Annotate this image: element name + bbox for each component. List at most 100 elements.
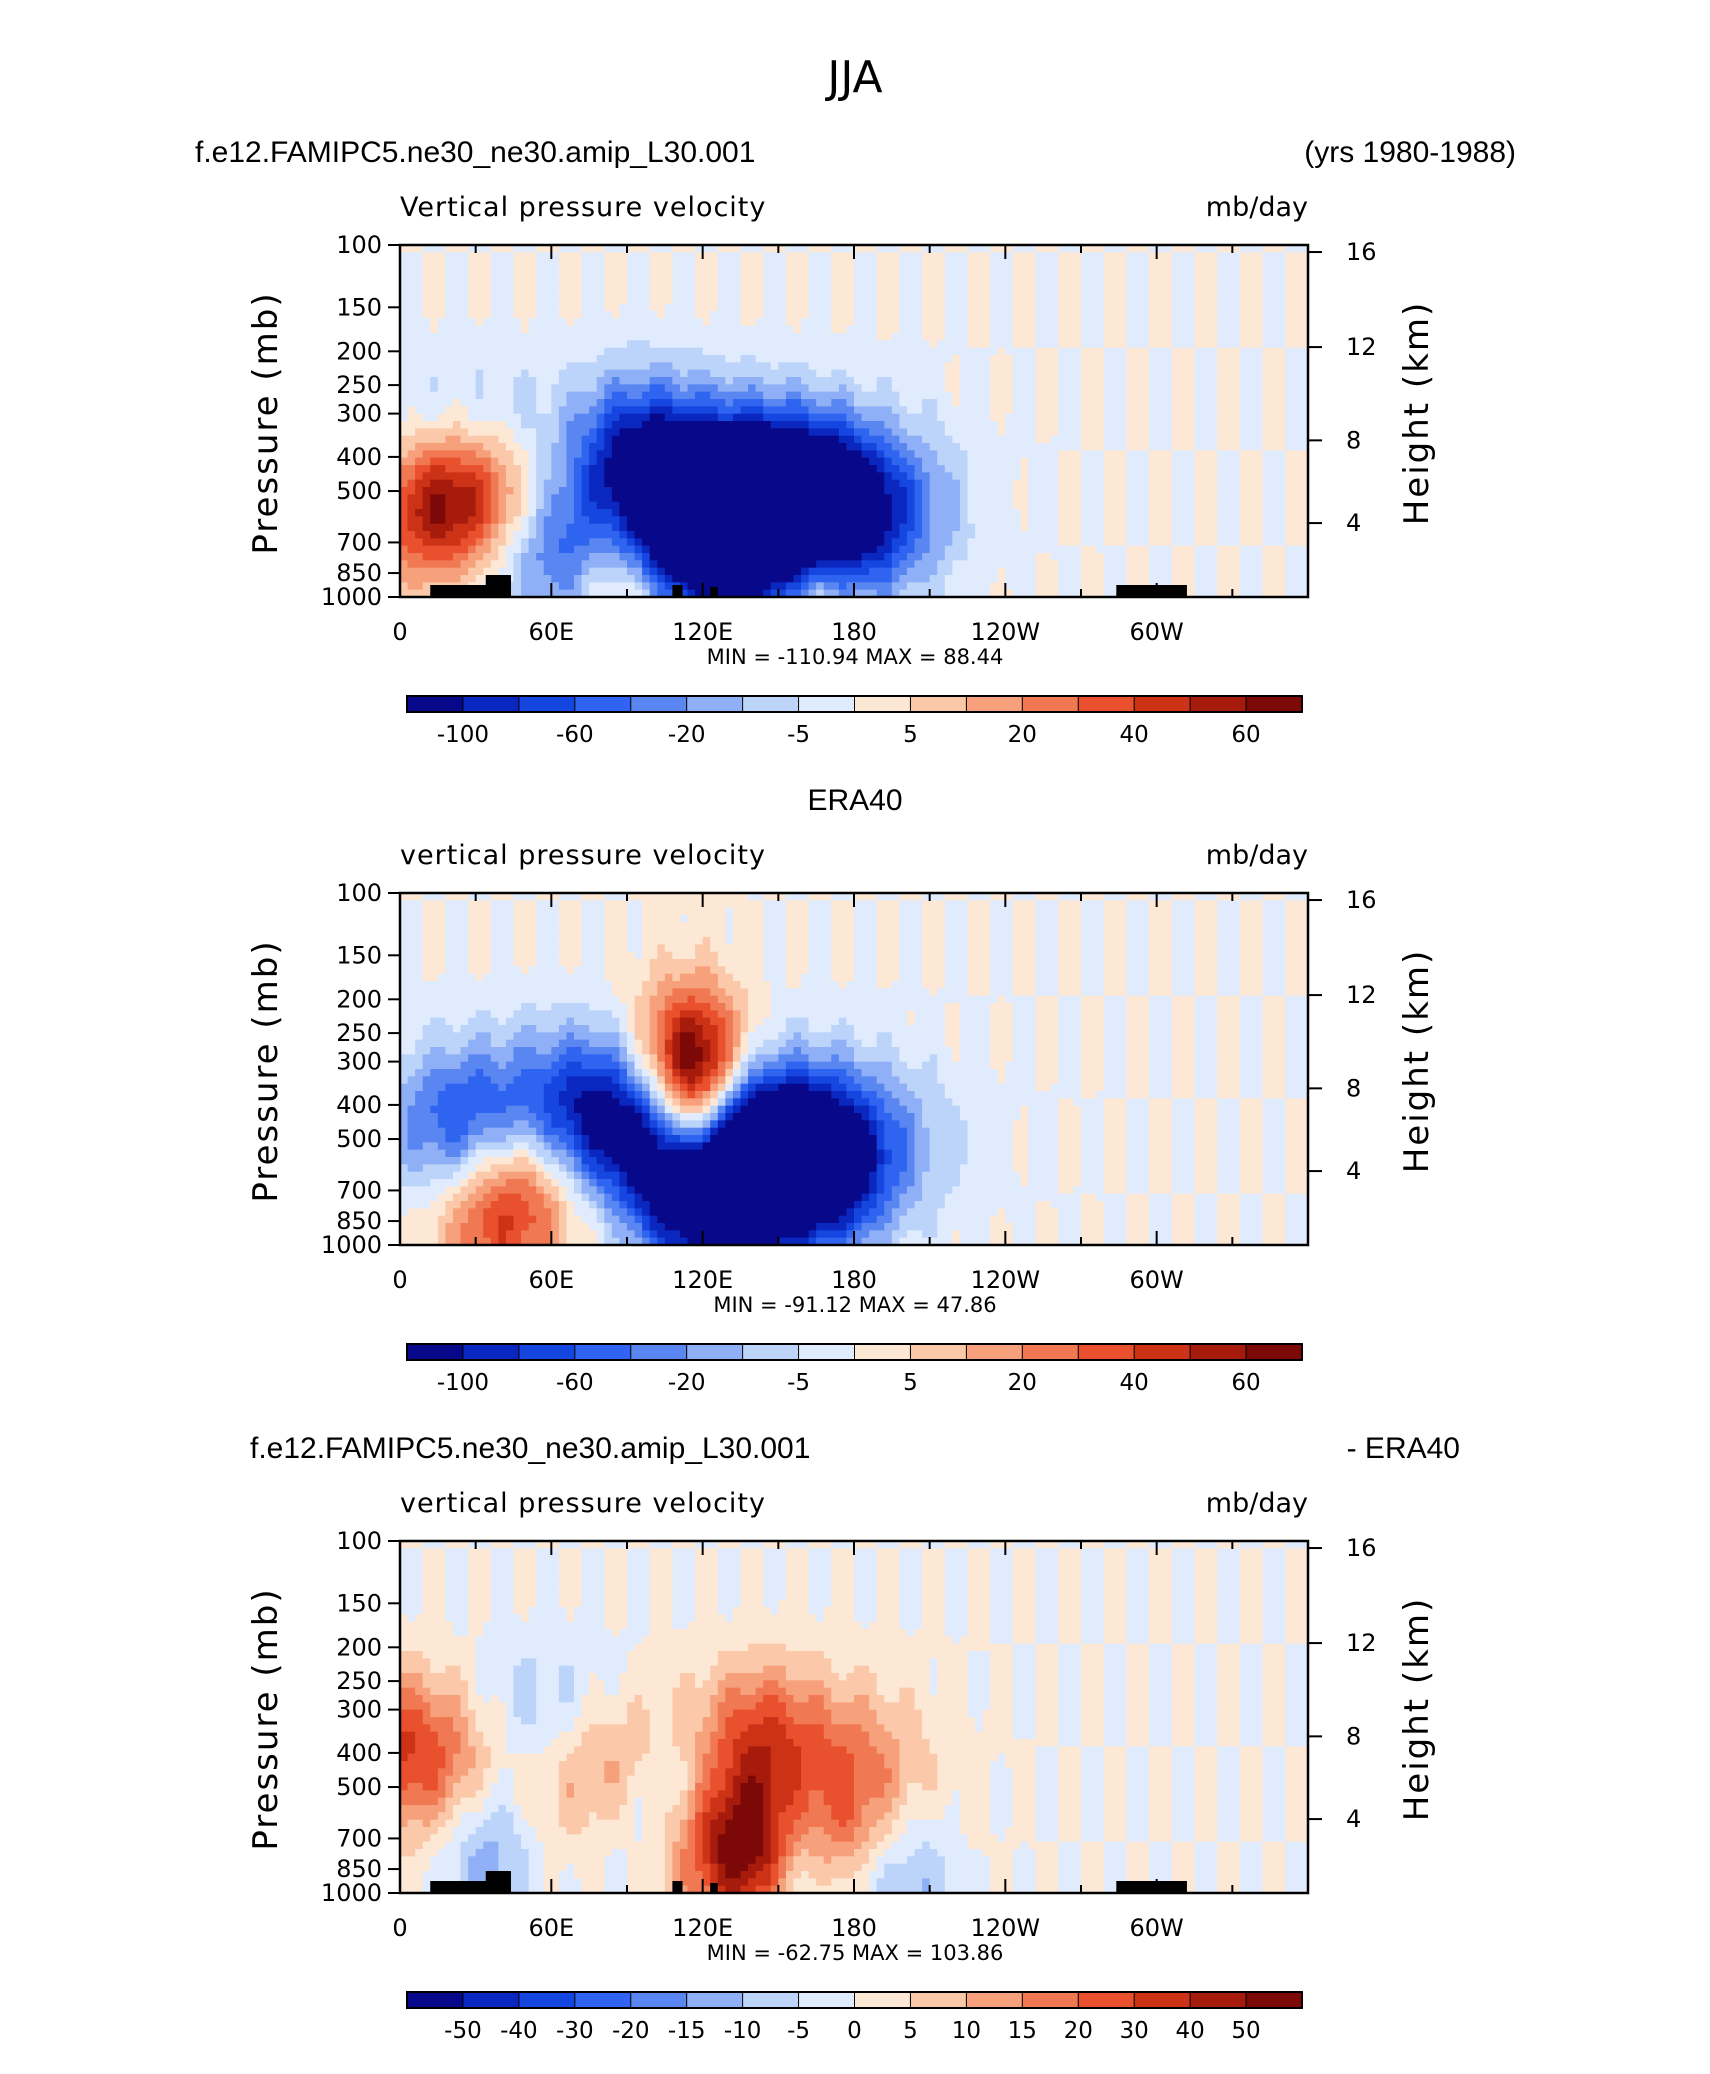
contour-cell: [490, 347, 499, 356]
contour-cell: [566, 501, 575, 510]
contour-cell: [717, 553, 726, 561]
contour-cell: [468, 501, 477, 510]
contour-cell: [763, 259, 772, 268]
contour-cell: [400, 303, 409, 312]
contour-cell: [1043, 516, 1052, 525]
contour-cell: [725, 553, 734, 561]
contour-cell: [536, 303, 545, 312]
contour-cell: [748, 516, 757, 525]
contour-cell: [1081, 355, 1090, 363]
contour-cell: [838, 457, 848, 466]
contour-cell: [642, 509, 651, 517]
contour-cell: [869, 523, 878, 532]
contour-cell: [468, 435, 477, 444]
contour-cell: [445, 347, 454, 356]
contour-cell: [551, 303, 560, 312]
contour-cell: [906, 575, 916, 583]
contour-cell: [854, 413, 863, 422]
contour-cell: [1149, 450, 1158, 459]
contour-cell: [528, 406, 537, 415]
contour-cell: [1028, 509, 1037, 517]
contour-cell: [990, 340, 999, 349]
contour-cell: [959, 252, 969, 261]
contour-cell: [664, 259, 673, 268]
contour-cell: [808, 494, 817, 503]
contour-cell: [589, 421, 598, 429]
contour-cell: [1035, 377, 1044, 385]
contour-cell: [422, 399, 431, 407]
contour-cell: [1096, 340, 1105, 349]
contour-cell: [876, 384, 885, 393]
contour-cell: [1133, 318, 1143, 327]
contour-cell: [808, 487, 817, 495]
contour-cell: [566, 259, 575, 268]
contour-cell: [891, 501, 900, 510]
contour-cell: [1149, 399, 1158, 407]
contour-cell: [483, 274, 492, 283]
contour-cell: [906, 523, 916, 532]
contour-cell: [816, 494, 825, 503]
contour-cell: [498, 435, 507, 444]
contour-cell: [914, 531, 923, 539]
contour-cell: [1035, 289, 1044, 297]
contour-cell: [415, 538, 424, 547]
contour-cell: [725, 384, 734, 393]
contour-cell: [589, 589, 598, 598]
contour-cell: [861, 582, 870, 591]
contour-cell: [937, 582, 946, 591]
contour-cell: [619, 582, 628, 591]
contour-cell: [1073, 560, 1082, 569]
contour-cell: [755, 325, 764, 334]
contour-cell: [808, 457, 817, 466]
contour-cell: [959, 538, 969, 547]
contour-cell: [1012, 421, 1022, 429]
contour-cell: [642, 465, 651, 473]
contour-cell: [816, 560, 825, 569]
contour-cell: [596, 340, 605, 349]
contour-cell: [1020, 509, 1029, 517]
contour-cell: [407, 575, 416, 583]
contour-cell: [801, 509, 810, 517]
contour-cell: [1028, 245, 1037, 253]
contour-cell: [770, 567, 779, 576]
contour-cell: [702, 531, 711, 539]
contour-cell: [1065, 472, 1075, 481]
contour-cell: [816, 274, 825, 283]
contour-cell: [1126, 391, 1135, 400]
contour-cell: [906, 531, 916, 539]
contour-cell: [415, 245, 424, 253]
contour-cell: [710, 289, 719, 297]
contour-cell: [468, 281, 477, 290]
contour-cell: [1035, 303, 1044, 312]
contour-cell: [997, 347, 1006, 356]
contour-cell: [566, 494, 575, 503]
contour-cell: [838, 487, 848, 495]
contour-cell: [1179, 457, 1188, 466]
contour-cell: [596, 259, 605, 268]
contour-cell: [1149, 274, 1158, 283]
contour-cell: [566, 523, 575, 532]
contour-cell: [1133, 575, 1143, 583]
contour-cell: [816, 531, 825, 539]
contour-cell: [452, 384, 462, 393]
contour-cell: [664, 509, 673, 517]
contour-cell: [664, 443, 673, 451]
contour-cell: [475, 333, 484, 341]
contour-cell: [876, 457, 885, 466]
contour-cell: [740, 362, 749, 371]
contour-cell: [808, 413, 817, 422]
contour-cell: [452, 450, 462, 459]
contour-cell: [596, 369, 605, 378]
contour-cell: [437, 289, 446, 297]
contour-cell: [816, 311, 825, 319]
contour-cell: [922, 435, 931, 444]
contour-cell: [990, 457, 999, 466]
contour-cell: [634, 325, 643, 334]
contour-cell: [687, 325, 696, 334]
contour-cell: [672, 340, 681, 349]
contour-cell: [558, 347, 568, 356]
contour-cell: [490, 391, 499, 400]
contour-cell: [997, 494, 1006, 503]
contour-cell: [710, 516, 719, 525]
contour-cell: [1035, 252, 1044, 261]
